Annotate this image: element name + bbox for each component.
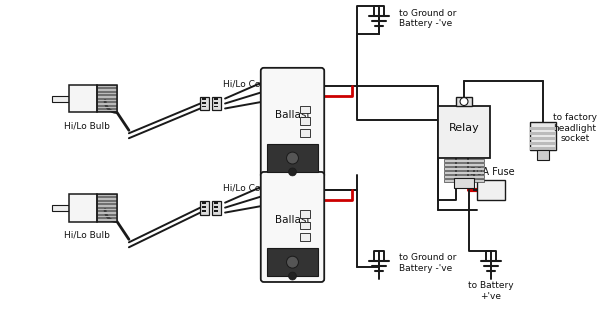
Bar — [70, 194, 97, 221]
Bar — [97, 204, 117, 207]
FancyBboxPatch shape — [261, 68, 324, 178]
Bar — [200, 201, 209, 215]
Bar — [444, 179, 484, 182]
Bar — [301, 221, 310, 230]
FancyBboxPatch shape — [261, 172, 324, 282]
Bar — [202, 97, 206, 100]
Bar — [454, 178, 474, 188]
Bar — [97, 85, 117, 87]
Circle shape — [287, 152, 298, 164]
Bar — [97, 88, 117, 91]
Bar — [530, 142, 556, 145]
Bar — [214, 97, 218, 100]
Bar — [477, 180, 505, 200]
Bar — [52, 95, 70, 102]
Bar — [214, 210, 218, 212]
Bar — [97, 197, 117, 200]
Bar — [97, 215, 117, 217]
Circle shape — [289, 272, 296, 280]
Bar — [530, 137, 556, 140]
Text: Hi/Lo Control Wire: Hi/Lo Control Wire — [223, 183, 305, 192]
Bar — [214, 102, 218, 104]
Bar — [97, 211, 117, 214]
Bar — [456, 96, 472, 107]
Bar — [301, 234, 310, 241]
Bar — [538, 150, 549, 160]
Bar — [444, 159, 484, 162]
Text: to Ground or
Battery -'ve: to Ground or Battery -'ve — [398, 9, 456, 28]
Bar — [212, 96, 221, 111]
Bar — [97, 208, 117, 210]
Text: Hi/Lo Bulb: Hi/Lo Bulb — [64, 122, 110, 131]
Bar — [97, 85, 117, 113]
Circle shape — [287, 256, 298, 268]
Text: Ballast: Ballast — [275, 215, 310, 225]
Text: Ballast: Ballast — [275, 111, 310, 120]
Bar — [301, 129, 310, 137]
Bar — [267, 248, 318, 276]
Bar — [97, 102, 117, 105]
Bar — [200, 96, 209, 111]
Bar — [202, 106, 206, 108]
Bar — [212, 201, 221, 215]
Bar — [97, 109, 117, 112]
Bar — [97, 92, 117, 94]
Bar — [97, 201, 117, 203]
Bar — [438, 107, 490, 158]
Bar — [530, 132, 556, 135]
Bar — [444, 163, 484, 166]
Text: to Battery
+'ve: to Battery +'ve — [468, 281, 514, 300]
Text: Relay: Relay — [449, 123, 479, 133]
Bar — [214, 206, 218, 208]
Bar — [97, 194, 117, 221]
Bar — [530, 122, 556, 150]
Bar — [267, 144, 318, 172]
Circle shape — [289, 168, 296, 176]
Bar — [97, 95, 117, 97]
Bar — [202, 206, 206, 208]
Bar — [202, 210, 206, 212]
Text: 20A Fuse: 20A Fuse — [470, 167, 515, 177]
Text: Hi/Lo Control Wire: Hi/Lo Control Wire — [223, 79, 305, 88]
Bar — [530, 147, 556, 150]
Bar — [97, 194, 117, 196]
Bar — [301, 210, 310, 217]
Bar — [444, 167, 484, 170]
Bar — [97, 218, 117, 220]
Text: to factory
headlight
socket: to factory headlight socket — [553, 113, 597, 143]
Bar — [202, 102, 206, 104]
Bar — [70, 85, 97, 113]
Bar — [214, 106, 218, 108]
Bar — [97, 106, 117, 108]
Bar — [202, 202, 206, 204]
Bar — [301, 117, 310, 125]
Bar — [52, 205, 70, 211]
Circle shape — [460, 97, 468, 106]
Bar — [444, 175, 484, 178]
Bar — [530, 127, 556, 130]
Bar — [301, 106, 310, 113]
Text: to Ground or
Battery -'ve: to Ground or Battery -'ve — [398, 254, 456, 273]
Bar — [97, 98, 117, 101]
Text: Hi/Lo Bulb: Hi/Lo Bulb — [64, 231, 110, 240]
Bar — [214, 202, 218, 204]
Bar — [444, 171, 484, 174]
